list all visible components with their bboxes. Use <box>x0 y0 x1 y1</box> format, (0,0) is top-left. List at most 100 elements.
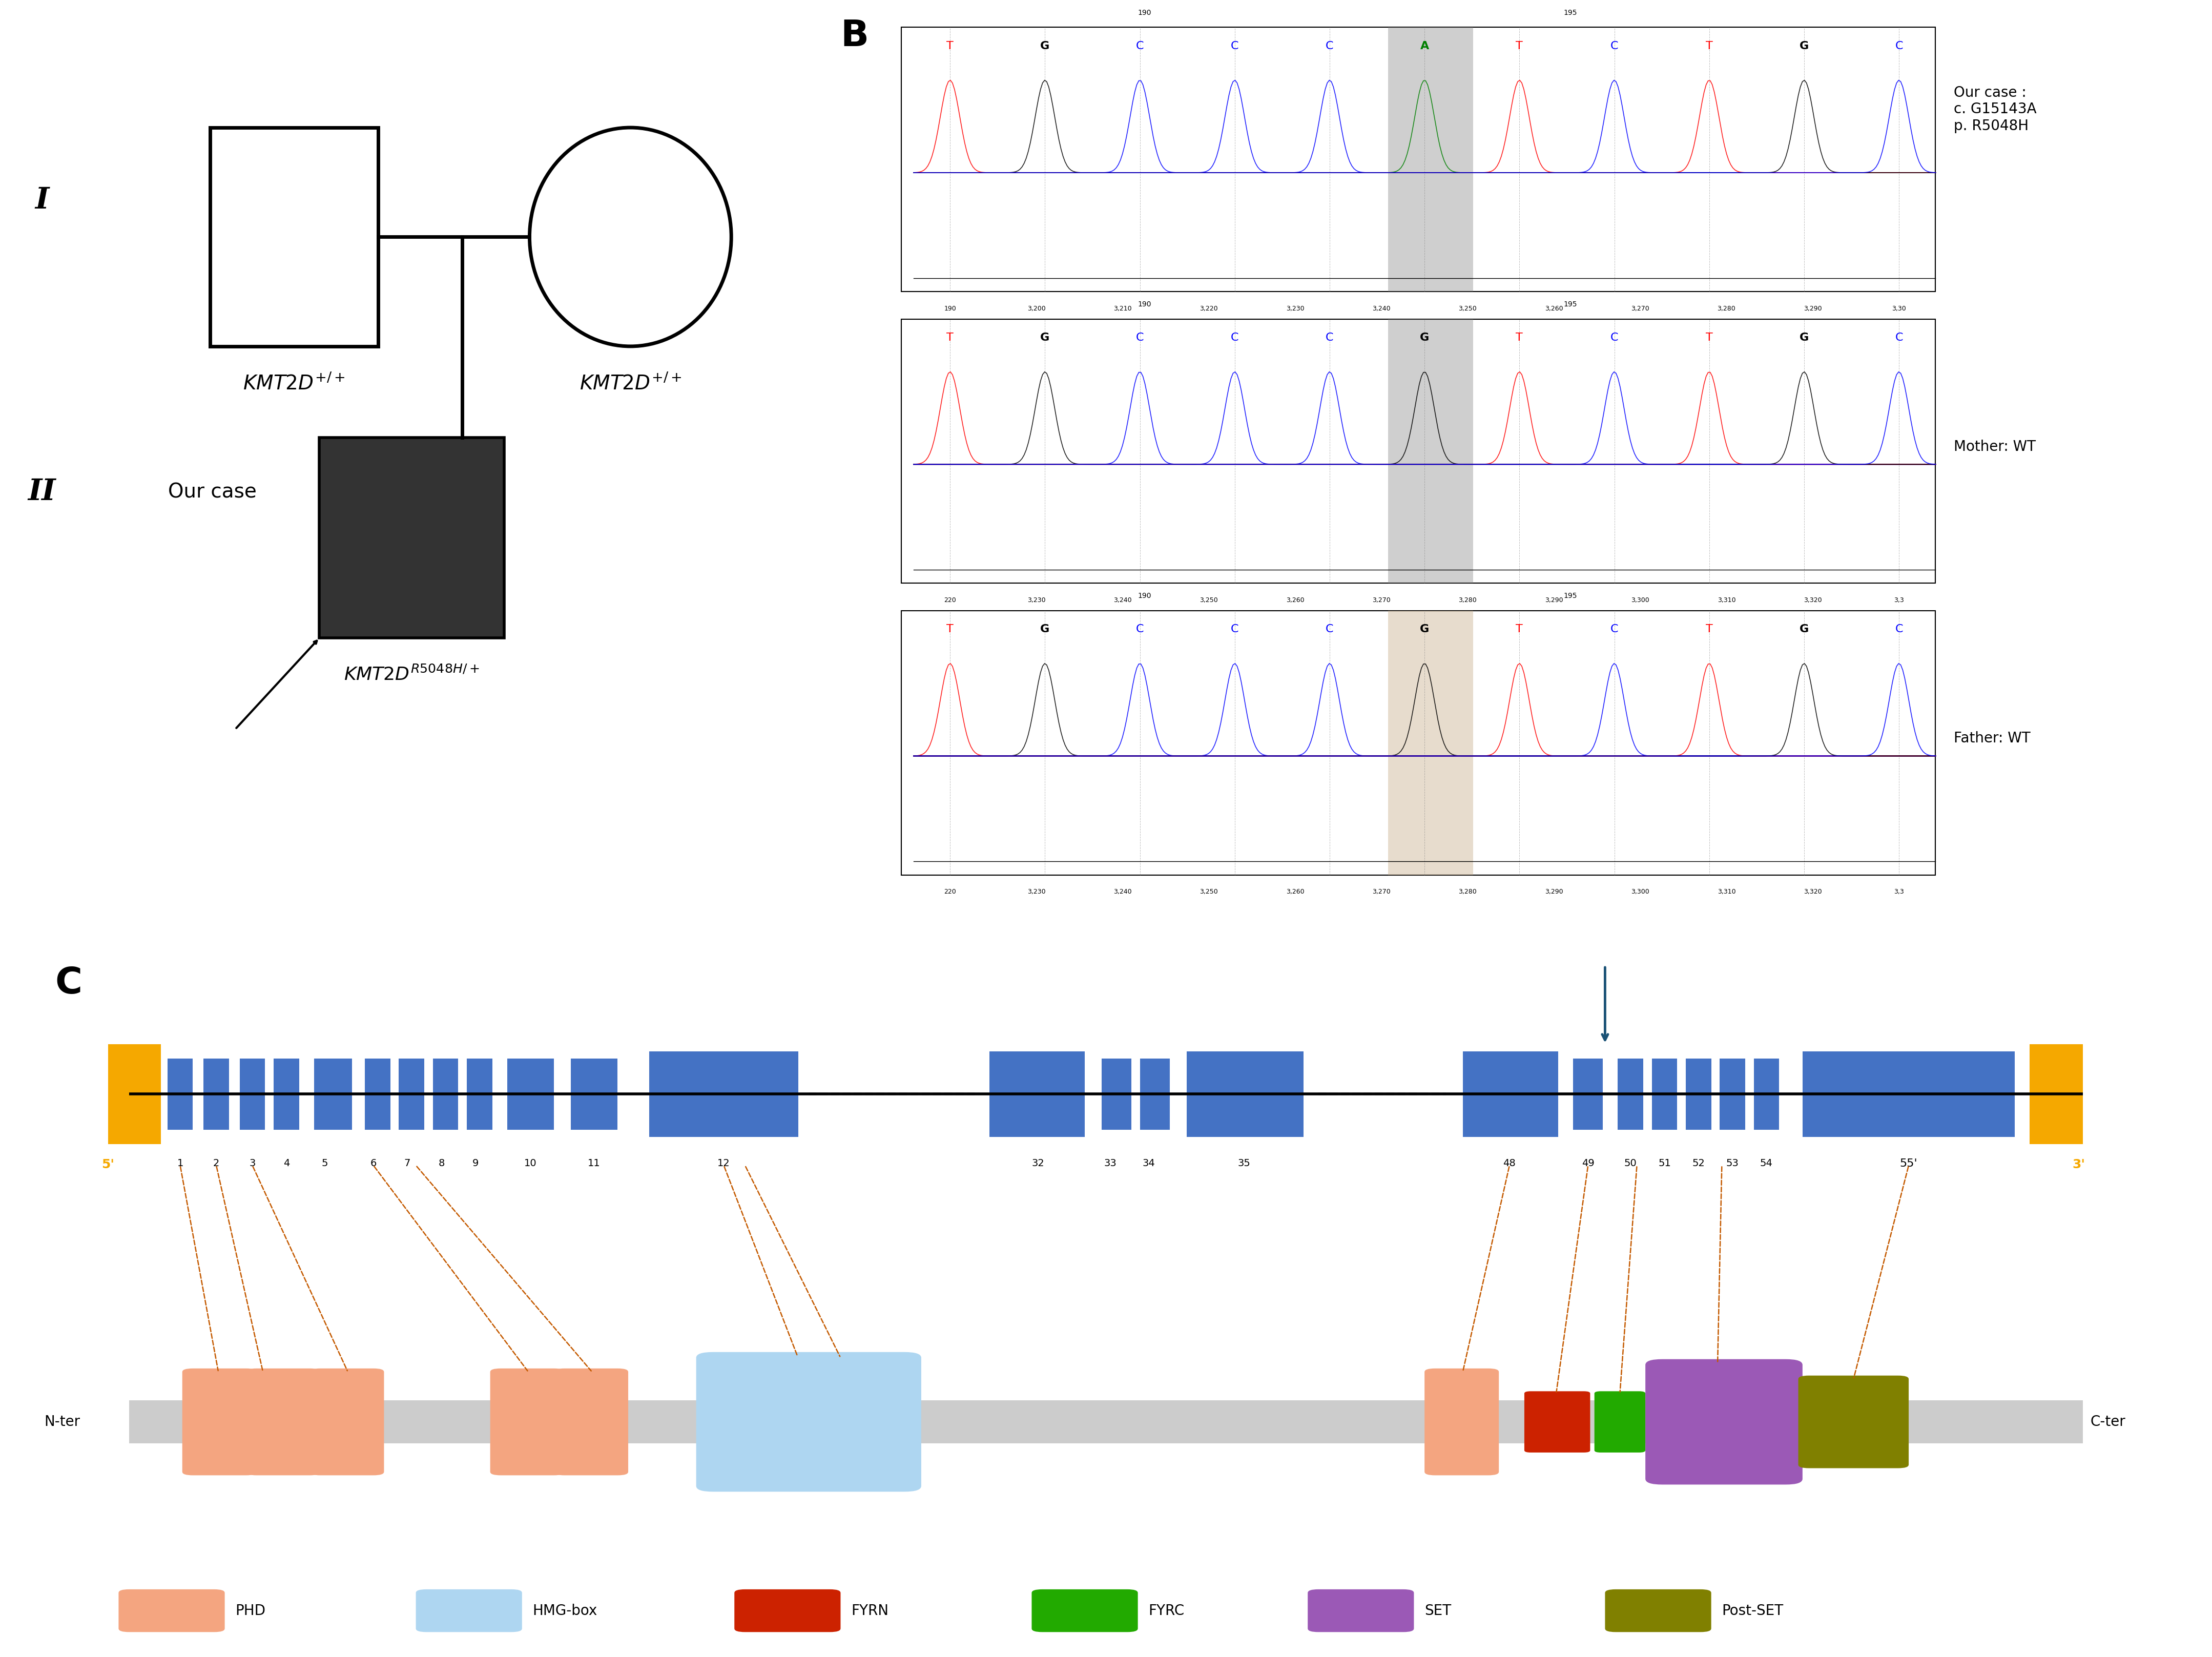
Text: 190: 190 <box>945 305 956 312</box>
Text: 3,220: 3,220 <box>1199 305 1219 312</box>
Text: C: C <box>1137 333 1144 343</box>
Text: 2: 2 <box>212 1158 219 1168</box>
FancyBboxPatch shape <box>507 1059 553 1130</box>
Text: T: T <box>947 625 953 635</box>
Text: 3,300: 3,300 <box>1630 888 1650 895</box>
Text: HMG-box: HMG-box <box>533 1604 597 1617</box>
FancyBboxPatch shape <box>491 1369 564 1475</box>
FancyBboxPatch shape <box>1389 28 1473 292</box>
Text: 55': 55' <box>1900 1158 1918 1168</box>
Circle shape <box>529 128 732 346</box>
Text: C: C <box>1230 333 1239 343</box>
FancyBboxPatch shape <box>319 437 504 638</box>
Text: 195: 195 <box>1564 10 1577 17</box>
Text: N-ter: N-ter <box>44 1415 80 1428</box>
Text: 190: 190 <box>1137 593 1152 600</box>
FancyBboxPatch shape <box>1686 1059 1712 1130</box>
Text: Our case: Our case <box>168 482 257 502</box>
Text: Father: WT: Father: WT <box>1953 731 2031 746</box>
Text: 3,250: 3,250 <box>1458 305 1478 312</box>
FancyBboxPatch shape <box>246 1369 321 1475</box>
Text: 6: 6 <box>369 1158 376 1168</box>
Text: 8: 8 <box>438 1158 445 1168</box>
Text: 3,320: 3,320 <box>1803 597 1823 603</box>
FancyBboxPatch shape <box>989 1052 1084 1137</box>
FancyBboxPatch shape <box>467 1059 493 1130</box>
Text: 3,200: 3,200 <box>1026 305 1046 312</box>
FancyBboxPatch shape <box>434 1059 458 1130</box>
Text: 11: 11 <box>588 1158 602 1168</box>
FancyBboxPatch shape <box>1031 1589 1137 1632</box>
FancyBboxPatch shape <box>239 1059 265 1130</box>
Text: G: G <box>1798 333 1809 343</box>
FancyBboxPatch shape <box>902 318 1936 583</box>
FancyBboxPatch shape <box>1462 1052 1557 1137</box>
Text: 3,260: 3,260 <box>1285 888 1305 895</box>
FancyBboxPatch shape <box>1573 1059 1604 1130</box>
Text: 3,270: 3,270 <box>1630 305 1650 312</box>
FancyBboxPatch shape <box>210 128 378 346</box>
FancyBboxPatch shape <box>1186 1052 1303 1137</box>
Text: T: T <box>1705 625 1712 635</box>
Text: 3,230: 3,230 <box>1026 597 1046 603</box>
Text: C: C <box>55 966 82 1001</box>
FancyBboxPatch shape <box>1803 1052 2015 1137</box>
Text: 220: 220 <box>945 888 956 895</box>
Text: G: G <box>1040 41 1051 51</box>
Text: 53: 53 <box>1725 1158 1739 1168</box>
FancyBboxPatch shape <box>365 1059 389 1130</box>
FancyBboxPatch shape <box>650 1052 799 1137</box>
Text: 1: 1 <box>177 1158 184 1168</box>
Text: 3,290: 3,290 <box>1544 888 1564 895</box>
Text: C: C <box>1137 625 1144 635</box>
Text: 9: 9 <box>471 1158 478 1168</box>
Text: G: G <box>1420 333 1429 343</box>
Text: 3,300: 3,300 <box>1630 597 1650 603</box>
FancyBboxPatch shape <box>1524 1392 1590 1453</box>
Text: G: G <box>1798 41 1809 51</box>
Text: 3': 3' <box>2073 1158 2086 1170</box>
Text: 12: 12 <box>717 1158 730 1168</box>
Text: C: C <box>1896 333 1902 343</box>
Text: Our case :
c. G15143A
p. R5048H: Our case : c. G15143A p. R5048H <box>1953 86 2037 133</box>
Text: 3,3: 3,3 <box>1893 597 1905 603</box>
FancyBboxPatch shape <box>274 1059 299 1130</box>
Text: 3,260: 3,260 <box>1285 597 1305 603</box>
FancyBboxPatch shape <box>204 1059 230 1130</box>
Text: 3,280: 3,280 <box>1458 888 1478 895</box>
FancyBboxPatch shape <box>1102 1059 1133 1130</box>
FancyBboxPatch shape <box>1425 1369 1500 1475</box>
Text: 3,250: 3,250 <box>1199 597 1219 603</box>
Text: 3,260: 3,260 <box>1544 305 1564 312</box>
FancyBboxPatch shape <box>734 1589 841 1632</box>
Text: C: C <box>1137 41 1144 51</box>
Text: 51: 51 <box>1659 1158 1670 1168</box>
Text: T: T <box>947 333 953 343</box>
FancyBboxPatch shape <box>902 611 1936 875</box>
Text: Post-SET: Post-SET <box>1721 1604 1783 1617</box>
FancyBboxPatch shape <box>1652 1059 1677 1130</box>
Text: 190: 190 <box>1137 10 1152 17</box>
Text: 3,320: 3,320 <box>1803 888 1823 895</box>
FancyBboxPatch shape <box>1719 1059 1745 1130</box>
Text: 33: 33 <box>1104 1158 1117 1168</box>
Text: T: T <box>1705 41 1712 51</box>
Text: PHD: PHD <box>234 1604 265 1617</box>
FancyBboxPatch shape <box>108 1044 161 1143</box>
Text: 52: 52 <box>1692 1158 1705 1168</box>
FancyBboxPatch shape <box>310 1369 385 1475</box>
Text: 3,240: 3,240 <box>1371 305 1391 312</box>
Text: Mother: WT: Mother: WT <box>1953 439 2035 454</box>
Text: 3,230: 3,230 <box>1285 305 1305 312</box>
FancyBboxPatch shape <box>2031 1044 2084 1143</box>
FancyBboxPatch shape <box>1646 1359 1803 1485</box>
Text: G: G <box>1798 625 1809 635</box>
Text: 35: 35 <box>1239 1158 1250 1168</box>
FancyBboxPatch shape <box>1389 318 1473 583</box>
Text: T: T <box>1705 333 1712 343</box>
Text: FYRC: FYRC <box>1148 1604 1183 1617</box>
Text: 3,240: 3,240 <box>1113 888 1133 895</box>
FancyBboxPatch shape <box>1307 1589 1413 1632</box>
FancyBboxPatch shape <box>1389 611 1473 875</box>
Text: C: C <box>1325 41 1334 51</box>
